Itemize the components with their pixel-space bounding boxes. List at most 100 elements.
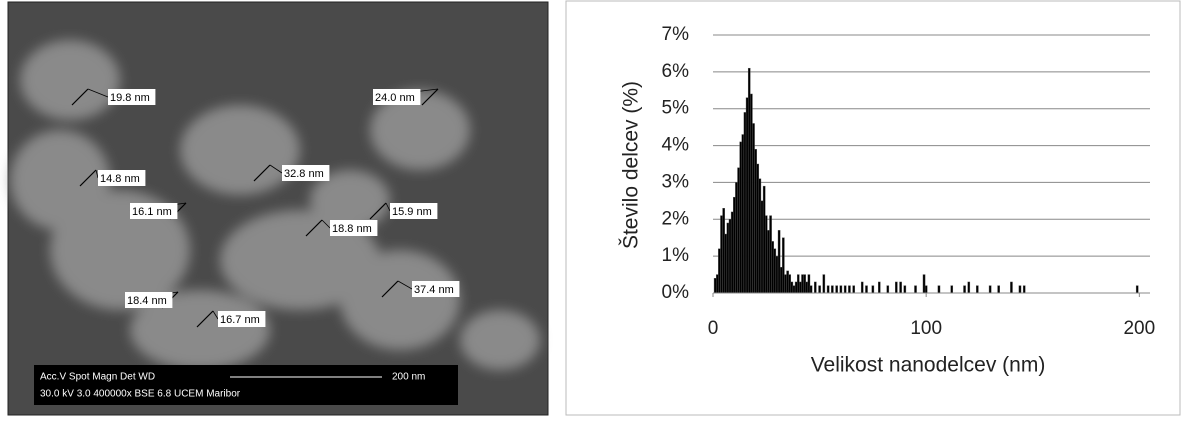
measure-box (130, 203, 178, 219)
bar (782, 237, 785, 294)
bar (895, 281, 898, 294)
x-tick-label: 100 (910, 318, 942, 339)
bar (924, 285, 928, 294)
measure-line (212, 310, 219, 320)
measure-box (373, 89, 421, 105)
bar (799, 281, 802, 294)
x-tick-label: 200 (1123, 318, 1155, 339)
measure-box (282, 165, 330, 181)
measure-line (421, 88, 439, 106)
bar (871, 285, 875, 294)
info-bar (34, 365, 458, 405)
bar (792, 285, 796, 294)
scale-label: 200 nm (392, 372, 425, 383)
measure-line (253, 164, 271, 182)
bar (797, 274, 800, 294)
measure-line (95, 169, 99, 179)
bar (967, 281, 971, 294)
bar (1010, 281, 1013, 294)
bar (750, 93, 753, 294)
bar (779, 267, 783, 294)
bar (720, 215, 723, 294)
bar (762, 185, 766, 294)
bar (747, 67, 751, 294)
x-tick-label: 0 (708, 318, 719, 339)
measure-label: 16.1 nm (132, 206, 172, 218)
bar (899, 281, 902, 294)
bar (860, 281, 864, 294)
y-tick-label: 7% (662, 24, 690, 45)
bar (903, 285, 907, 294)
bar (773, 248, 777, 294)
bar (771, 241, 774, 294)
bar (805, 281, 809, 294)
bar (724, 233, 728, 294)
bar (722, 208, 725, 294)
bar (739, 141, 742, 294)
measure-box (125, 292, 173, 308)
bar (1135, 285, 1139, 294)
bar (807, 274, 811, 294)
bar (826, 285, 830, 294)
bar (752, 123, 755, 294)
bar (769, 215, 772, 294)
bar (922, 274, 926, 294)
measure-line (385, 202, 391, 212)
measure-box (218, 311, 266, 327)
bar (801, 274, 804, 294)
measure-line (79, 169, 97, 187)
bar (997, 285, 1000, 294)
bar (784, 274, 787, 294)
measure-box (98, 170, 146, 186)
bar (741, 134, 745, 294)
y-tick-label: 1% (662, 245, 690, 266)
bar (786, 270, 789, 294)
measure-line (321, 219, 331, 229)
bar (788, 274, 792, 294)
bar (976, 285, 979, 294)
bar (814, 281, 817, 294)
bar (809, 285, 813, 294)
measure-line (71, 88, 89, 106)
y-tick-label: 6% (662, 61, 690, 82)
bar (950, 285, 954, 294)
bar (767, 230, 770, 294)
bar (818, 285, 821, 294)
measure-line (369, 202, 387, 220)
measure-box (390, 203, 438, 219)
y-tick-label: 3% (662, 171, 690, 192)
bar (790, 281, 794, 294)
bar (735, 182, 738, 294)
measure-label: 19.8 nm (110, 92, 150, 104)
bar (865, 285, 868, 294)
info-values: 30.0 kV 3.0 400000x BSE 6.8 UCEM Maribor (40, 389, 241, 400)
bar (843, 285, 847, 294)
measure-box (412, 281, 460, 297)
measure-line (397, 280, 413, 290)
y-tick-label: 0% (662, 282, 690, 303)
bar (803, 274, 806, 294)
bar (914, 285, 917, 294)
bar (760, 200, 764, 294)
info-header: Acc.V Spot Magn Det WD (40, 372, 155, 383)
x-axis-label: Velikost nanodelcev (nm) (811, 354, 1046, 377)
measure-label: 18.4 nm (127, 295, 167, 307)
y-tick-label: 5% (662, 98, 690, 119)
measure-box (330, 220, 378, 236)
measure-label: 14.8 nm (100, 173, 140, 185)
bar (715, 274, 719, 294)
measure-label: 24.0 nm (375, 92, 415, 104)
measure-line (269, 164, 283, 174)
measure-label: 32.8 nm (284, 168, 324, 180)
measure-label: 37.4 nm (414, 284, 454, 296)
bar (1018, 285, 1022, 294)
bar (726, 222, 730, 294)
bar (831, 285, 834, 294)
bar (733, 196, 736, 294)
bar (822, 274, 826, 294)
bar (839, 285, 843, 294)
bar (756, 163, 760, 294)
bar (737, 167, 740, 294)
bar (743, 112, 747, 294)
